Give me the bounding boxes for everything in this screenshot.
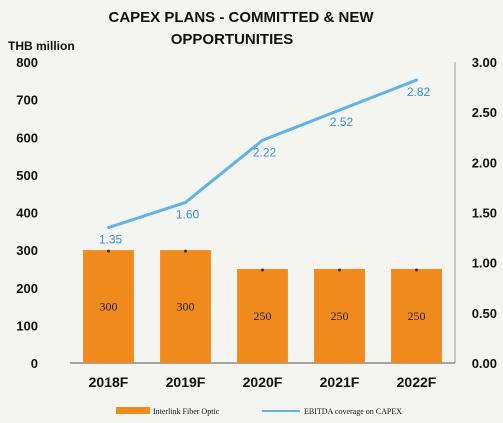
line-point — [415, 78, 418, 82]
line-value-label: 2.52 — [330, 115, 354, 129]
chart-title-line1: CAPEX PLANS - COMMITTED & NEW — [109, 9, 375, 26]
bar-value-labels: 300 300 250 250 250 — [100, 300, 426, 323]
left-tick-label: 700 — [16, 93, 38, 108]
line-value-label: 1.35 — [99, 233, 123, 247]
line-value-label: 1.60 — [176, 207, 200, 221]
left-tick-label: 100 — [16, 318, 38, 333]
y-axis-unit-label: THB million — [8, 39, 75, 53]
category-label: 2018F — [89, 374, 129, 390]
bar-value-label: 250 — [331, 309, 349, 323]
left-tick-label: 400 — [16, 206, 38, 221]
bar — [314, 268, 365, 363]
bar-top-marker — [338, 268, 341, 272]
right-axis-ticks: 0.00 0.50 1.00 1.50 2.00 2.50 3.00 — [472, 55, 497, 371]
right-tick-label: 1.00 — [472, 256, 497, 271]
left-tick-label: 200 — [16, 281, 38, 296]
bar-top-marker — [107, 249, 110, 253]
category-label: 2019F — [166, 374, 206, 390]
right-tick-label: 0.50 — [472, 306, 497, 321]
left-tick-label: 600 — [16, 130, 38, 145]
bar — [391, 268, 442, 363]
bar-series — [83, 249, 442, 363]
left-tick-label: 500 — [16, 168, 38, 183]
chart-title-line2: OPPORTUNITIES — [171, 31, 294, 48]
category-labels: 2018F 2019F 2020F 2021F 2022F — [89, 374, 437, 390]
bar-top-marker — [415, 268, 418, 272]
left-tick-label: 300 — [16, 243, 38, 258]
line-point — [261, 138, 264, 142]
right-tick-label: 2.00 — [472, 155, 497, 170]
bar — [160, 250, 211, 363]
right-tick-label: 0.00 — [472, 356, 497, 371]
line-value-label: 2.82 — [407, 85, 431, 99]
right-tick-label: 1.50 — [472, 206, 497, 221]
category-label: 2020F — [243, 374, 283, 390]
legend-label-line: EBITDA coverage on CAPEX — [304, 407, 402, 416]
line-value-label: 2.22 — [253, 145, 277, 159]
line-value-labels: 1.35 1.60 2.22 2.52 2.82 — [99, 85, 431, 246]
left-tick-label: 800 — [16, 55, 38, 70]
bar-top-marker — [184, 249, 187, 253]
category-label: 2021F — [320, 374, 360, 390]
bar — [83, 250, 134, 363]
right-tick-label: 3.00 — [472, 55, 497, 70]
bar-value-label: 300 — [100, 300, 118, 314]
bar-value-label: 250 — [408, 309, 426, 323]
line-point — [184, 200, 187, 204]
legend-label-bar: Interlink Fiber Optic — [153, 407, 220, 416]
right-tick-label: 2.50 — [472, 105, 497, 120]
bar-top-marker — [261, 268, 264, 272]
bar-value-label: 300 — [177, 300, 195, 314]
line-series — [107, 78, 418, 230]
legend: Interlink Fiber Optic EBITDA coverage on… — [116, 407, 402, 416]
line-point — [107, 226, 110, 230]
line-point — [338, 108, 341, 112]
bar-value-label: 250 — [254, 309, 272, 323]
left-tick-label: 0 — [31, 356, 38, 371]
legend-swatch-bar — [116, 407, 150, 414]
left-axis-ticks: 0 100 200 300 400 500 600 700 800 — [16, 55, 38, 371]
category-label: 2022F — [397, 374, 437, 390]
bar — [237, 268, 288, 363]
